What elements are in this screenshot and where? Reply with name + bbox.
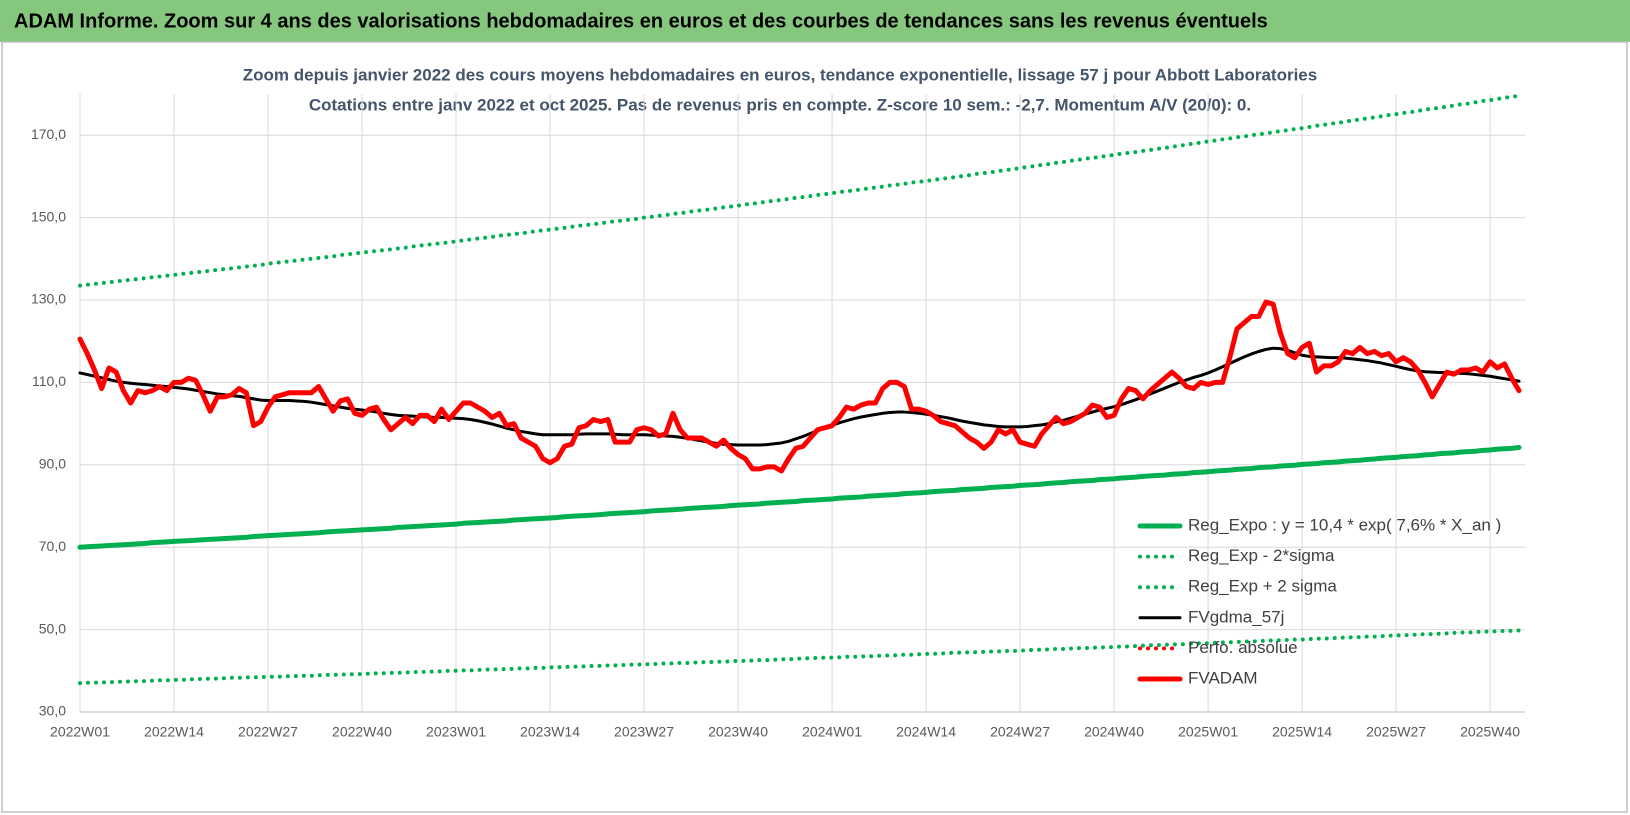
y-tick-label: 50,0 (39, 620, 66, 636)
series-line (78, 628, 1521, 686)
x-tick-label: 2024W01 (802, 724, 862, 740)
x-tick-label: 2023W14 (520, 724, 580, 740)
legend-label: FVADAM (1188, 668, 1258, 687)
y-tick-label: 110,0 (32, 373, 66, 389)
legend-label: Reg_Exp + 2 sigma (1188, 577, 1337, 596)
y-tick-label: 30,0 (39, 703, 66, 719)
series-line (78, 93, 1521, 288)
header-title: ADAM Informe. Zoom sur 4 ans des valoris… (14, 10, 1268, 32)
y-tick-label: 90,0 (39, 456, 66, 472)
y-tick-label: 130,0 (31, 291, 66, 307)
series-line (77, 445, 1522, 550)
x-tick-label: 2025W14 (1272, 724, 1332, 740)
legend-label: Perfo. absolue (1188, 638, 1298, 657)
x-tick-label: 2025W27 (1366, 724, 1426, 740)
legend-label: FVgdma_57j (1188, 607, 1284, 626)
x-tick-label: 2022W01 (50, 724, 110, 740)
header-bar (0, 0, 1630, 42)
grid: 30,0 50,0 70,0 90,0 110,0 130,0 150,0 170,0 2022… (31, 94, 1525, 740)
legend: Reg_Expo : y = 10,4 * exp( 7,6% * X_an )… (1137, 515, 1501, 687)
x-tick-label: 2024W27 (990, 724, 1050, 740)
y-tick-label: 150,0 (31, 208, 66, 224)
legend-label: Reg_Expo : y = 10,4 * exp( 7,6% * X_an ) (1188, 515, 1501, 534)
y-tick-label: 170,0 (31, 126, 66, 142)
chart-frame (1, 41, 1628, 813)
series-line (78, 346, 1521, 447)
x-tick-label: 2025W40 (1460, 724, 1520, 740)
x-tick-label: 2023W27 (614, 724, 674, 740)
series-line (77, 299, 1522, 474)
chart-subtitle: Cotations entre janv 2022 et oct 2025. P… (309, 95, 1251, 114)
x-tick-label: 2022W14 (144, 724, 204, 740)
x-tick-label: 2023W01 (426, 724, 486, 740)
legend-label: Reg_Exp - 2*sigma (1188, 546, 1335, 565)
x-tick-label: 2022W27 (238, 724, 298, 740)
x-tick-label: 2022W40 (332, 724, 392, 740)
x-tick-label: 2023W40 (708, 724, 768, 740)
x-tick-label: 2025W01 (1178, 724, 1238, 740)
chart-title: Zoom depuis janvier 2022 des cours moyen… (243, 65, 1317, 84)
y-tick-label: 70,0 (39, 538, 66, 554)
plot-lines (77, 93, 1522, 686)
x-tick-label: 2024W40 (1084, 724, 1144, 740)
x-tick-label: 2024W14 (896, 724, 956, 740)
